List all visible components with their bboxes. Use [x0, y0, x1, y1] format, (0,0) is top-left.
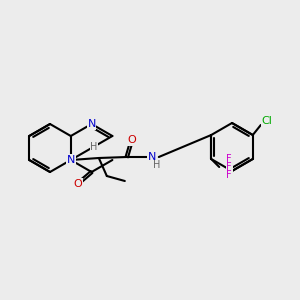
Text: N: N	[148, 152, 156, 162]
Text: O: O	[128, 135, 136, 145]
Text: F: F	[226, 162, 232, 172]
Text: H: H	[153, 160, 160, 170]
Text: N: N	[87, 119, 96, 129]
Text: N: N	[67, 155, 75, 165]
Text: F: F	[226, 154, 232, 164]
Text: H: H	[90, 142, 98, 152]
Text: O: O	[73, 179, 82, 189]
Text: F: F	[226, 170, 232, 180]
Text: Cl: Cl	[261, 116, 272, 126]
